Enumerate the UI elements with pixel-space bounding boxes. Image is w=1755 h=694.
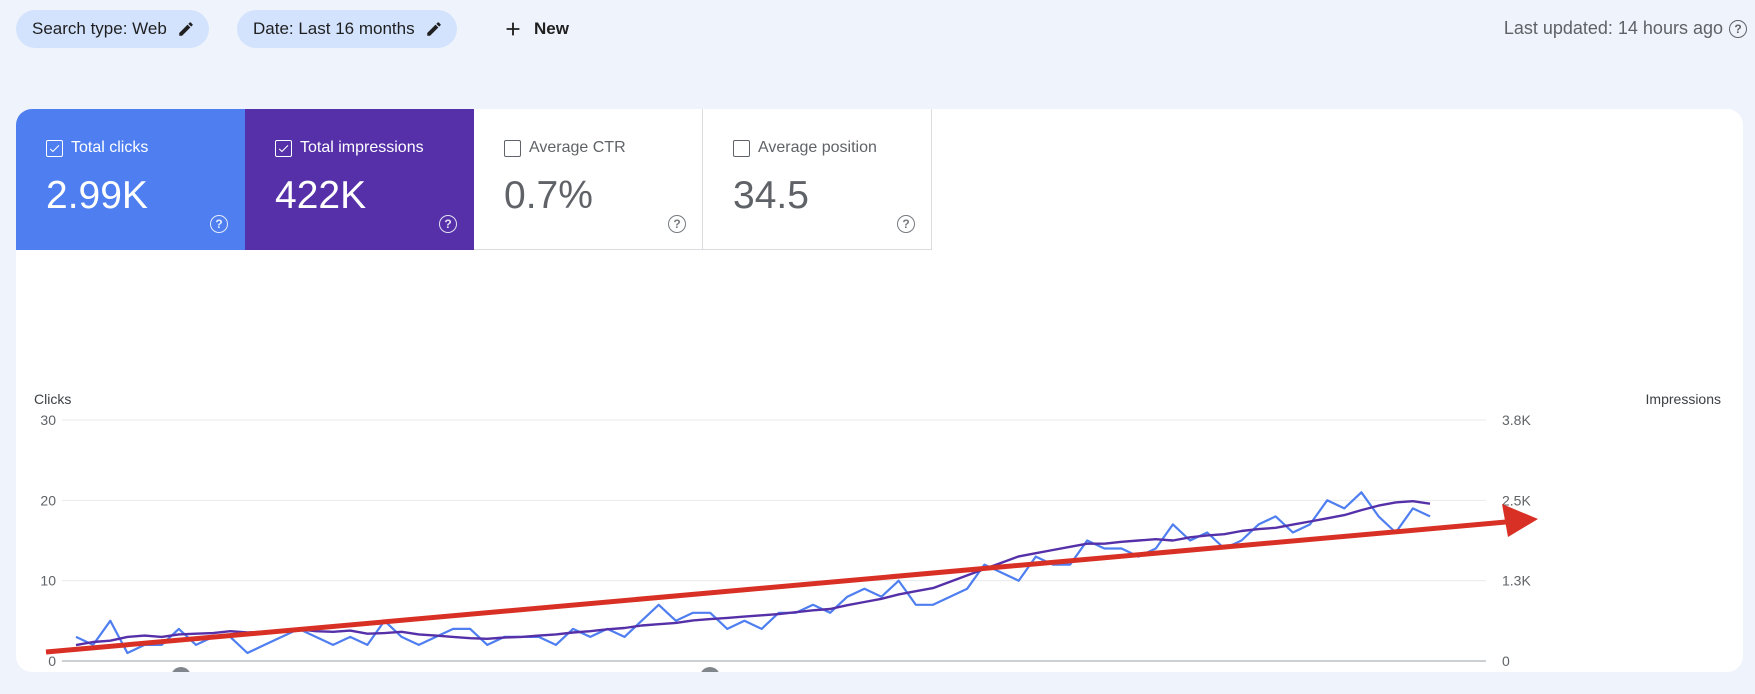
new-filter-button[interactable]: New <box>496 10 575 48</box>
metric-average-ctr[interactable]: Average CTR 0.7% ? <box>474 109 703 250</box>
left-tick-label: 30 <box>40 412 56 428</box>
annotation-dot <box>172 667 190 672</box>
date-chip[interactable]: Date: Last 16 months <box>237 10 457 48</box>
metric-value: 2.99K <box>46 174 148 217</box>
right-tick-label: 3.8K <box>1502 412 1531 428</box>
checkbox-unchecked-icon[interactable] <box>733 139 750 157</box>
help-icon[interactable]: ? <box>439 215 457 233</box>
left-tick-label: 10 <box>40 573 56 589</box>
annotation-marker[interactable]: 1 <box>171 667 191 672</box>
new-filter-label: New <box>534 19 569 38</box>
annotation-marker[interactable]: 1 <box>700 667 720 672</box>
left-axis-title: Clicks <box>34 391 71 407</box>
help-icon[interactable]: ? <box>210 215 228 233</box>
metric-label: Total impressions <box>300 139 424 156</box>
help-icon[interactable]: ? <box>897 215 915 233</box>
date-label: Date: Last 16 months <box>253 19 415 38</box>
plus-icon <box>506 22 520 36</box>
series-line-total-impressions <box>75 499 1431 647</box>
right-tick-label: 0 <box>1502 653 1510 669</box>
metric-total-impressions[interactable]: Total impressions 422K ? <box>245 109 474 250</box>
metric-value: 0.7% <box>504 174 593 217</box>
help-icon[interactable]: ? <box>1729 19 1747 38</box>
edit-icon <box>179 22 193 36</box>
search-type-label: Search type: Web <box>32 19 167 38</box>
search-type-chip[interactable]: Search type: Web <box>16 10 209 48</box>
annotation-label: 1 <box>177 670 184 672</box>
last-updated-text: Last updated: 14 hours ago <box>1503 18 1723 38</box>
filter-bar: Search type: Web Date: Last 16 months Ne… <box>0 0 1755 60</box>
metric-label: Total clicks <box>71 139 149 156</box>
right-tick-label: 2.5K <box>1502 492 1531 508</box>
trend-arrow-head <box>1502 504 1538 537</box>
metric-tabs: Total clicks 2.99K ? Total impressions 4… <box>16 109 932 250</box>
metric-label: Average position <box>758 139 877 156</box>
right-axis-title: Impressions <box>1646 391 1721 407</box>
performance-chart: Clicks Impressions 30 20 10 0 3.8K 2.5K 1.3K 0… <box>34 391 1721 672</box>
trend-arrow-line <box>45 519 1507 655</box>
checkbox-checked-icon[interactable] <box>275 139 292 157</box>
metric-average-position[interactable]: Average position 34.5 ? <box>703 109 932 250</box>
metric-total-clicks[interactable]: Total clicks 2.99K ? <box>16 109 245 250</box>
edit-icon <box>426 22 441 36</box>
checkbox-checked-icon[interactable] <box>46 139 63 157</box>
metric-label: Average CTR <box>529 139 626 156</box>
performance-card: Total clicks 2.99K ? Total impressions 4… <box>16 109 1743 672</box>
metric-value: 422K <box>275 174 367 217</box>
help-icon[interactable]: ? <box>668 215 686 233</box>
right-tick-label: 1.3K <box>1502 573 1531 589</box>
last-updated: Last updated: 14 hours ago ? <box>1504 18 1747 39</box>
annotation-label: 1 <box>706 670 713 672</box>
left-tick-label: 20 <box>40 492 56 508</box>
checkbox-unchecked-icon[interactable] <box>504 139 521 157</box>
left-tick-label: 0 <box>48 653 56 669</box>
metric-value: 34.5 <box>733 174 809 217</box>
annotation-dot <box>701 667 719 672</box>
